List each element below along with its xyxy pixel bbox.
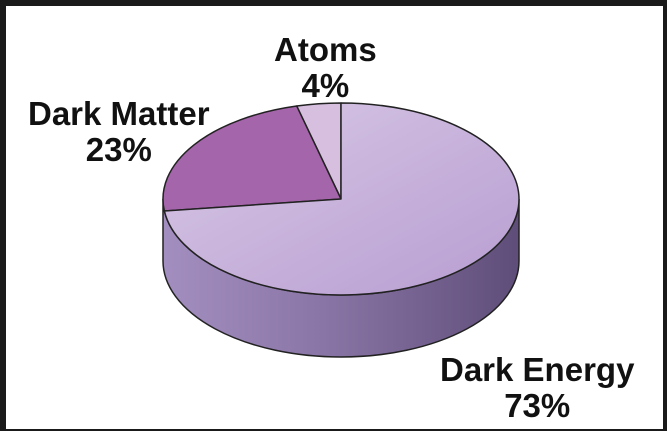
label-dark-energy: Dark Energy 73% <box>440 352 634 424</box>
pie-slice-dark-energy <box>163 102 520 296</box>
label-dark-matter: Dark Matter 23% <box>28 96 210 168</box>
label-dark-matter-name: Dark Matter <box>28 95 210 132</box>
pie-chart <box>162 102 520 358</box>
label-atoms: Atoms 4% <box>274 32 377 104</box>
label-dark-energy-name: Dark Energy <box>440 351 635 388</box>
label-atoms-name: Atoms <box>274 31 377 68</box>
label-dark-energy-value: 73% <box>504 387 571 424</box>
label-dark-matter-value: 23% <box>85 131 152 168</box>
pie-slice-dark-matter <box>162 105 342 212</box>
label-atoms-value: 4% <box>301 67 350 104</box>
